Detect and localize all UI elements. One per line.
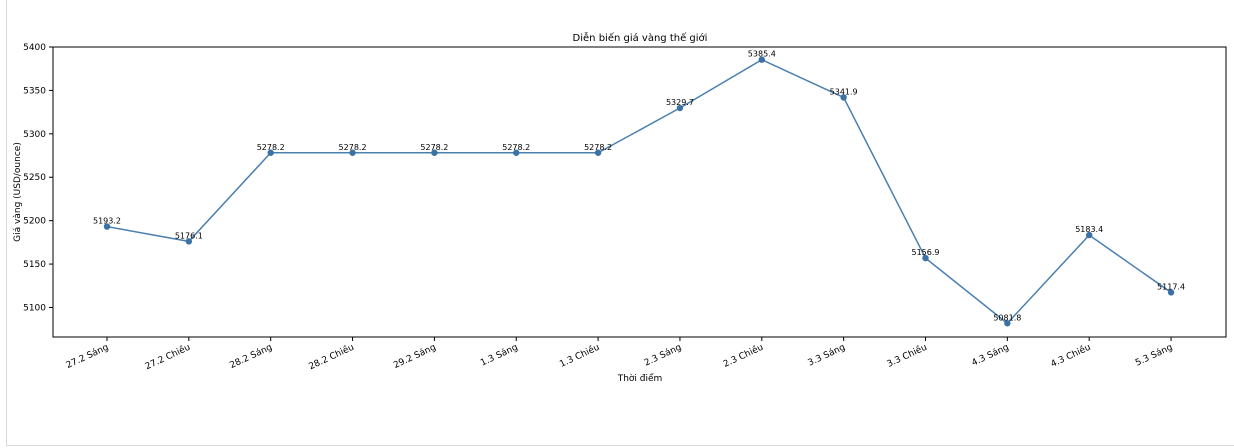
y-axis: 5100 5150 5200 5250 5300 5350 5400	[23, 43, 53, 313]
data-point	[594, 149, 602, 156]
data-point	[922, 254, 929, 262]
data-point	[758, 56, 765, 63]
data-label: 5329.7	[666, 98, 694, 107]
data-point	[431, 149, 438, 156]
x-tick-label: 2.3 Chiều	[722, 342, 766, 370]
data-point	[1167, 289, 1175, 296]
x-tick-label: 28.2 Sáng	[228, 343, 274, 371]
x-tick-label: 27.2 Chiều	[143, 342, 192, 373]
data-label: 5385.4	[748, 50, 776, 59]
x-tick-label: 2.3 Sáng	[643, 343, 683, 369]
data-label: 5278.2	[502, 143, 530, 152]
data-label: 5278.2	[257, 143, 285, 152]
y-tick-label: 5200	[23, 217, 46, 227]
x-tick-label: 4.3 Chiều	[1049, 342, 1093, 370]
x-tick-label: 1.3 Sáng	[479, 343, 519, 369]
data-label: 5278.2	[584, 143, 612, 152]
data-label: 5117.4	[1157, 282, 1185, 291]
x-tick-label: 1.3 Chiều	[558, 342, 602, 370]
data-label: 5278.2	[420, 143, 448, 152]
x-tick-label: 3.3 Chiều	[885, 342, 929, 370]
y-tick-label: 5350	[23, 86, 46, 96]
data-point	[513, 149, 520, 156]
data-point	[1086, 231, 1093, 239]
y-axis-label: Giá vàng (USD/ounce)	[13, 142, 23, 242]
y-tick-label: 5100	[23, 303, 46, 313]
data-point	[103, 223, 111, 230]
x-tick-label: 29.2 Sáng	[392, 343, 438, 371]
data-point	[267, 149, 274, 156]
data-label: 5183.4	[1075, 225, 1103, 234]
figure-frame	[6, 0, 1234, 446]
x-tick-label: 3.3 Sáng	[807, 343, 847, 369]
x-axis: 27.2 Sáng 27.2 Chiều 28.2 Sáng 28.2 Chiều 29…	[65, 337, 1174, 373]
y-tick-label: 5400	[23, 43, 46, 53]
data-label: 5156.9	[912, 248, 940, 257]
data-label: 5081.8	[993, 313, 1021, 322]
data-point	[1004, 320, 1011, 327]
data-label: 5176.1	[175, 231, 203, 240]
data-point	[349, 149, 356, 156]
series-line	[106, 58, 1172, 325]
series-markers	[103, 56, 1175, 327]
data-point	[185, 238, 193, 245]
y-tick-label: 5250	[23, 173, 46, 183]
data-label: 5193.2	[93, 217, 121, 226]
x-axis-label: Thời điểm	[617, 373, 663, 384]
data-labels: 5193.2 5176.1 5278.2 5278.2 5278.2 5278.2 5278…	[93, 50, 1185, 323]
x-tick-label: 28.2 Chiều	[307, 342, 356, 373]
data-point	[676, 104, 684, 112]
y-tick-label: 5150	[23, 260, 46, 270]
chart-title: Diễn biến giá vàng thế giới	[573, 31, 708, 44]
data-label: 5278.2	[339, 143, 367, 152]
x-tick-label: 5.3 Sáng	[1134, 343, 1174, 369]
plot-area	[52, 46, 1227, 338]
x-tick-label: 4.3 Sáng	[970, 343, 1010, 369]
y-tick-label: 5300	[23, 130, 46, 140]
data-point	[840, 94, 847, 101]
x-tick-label: 27.2 Sáng	[65, 343, 111, 371]
data-label: 5341.9	[830, 87, 858, 96]
